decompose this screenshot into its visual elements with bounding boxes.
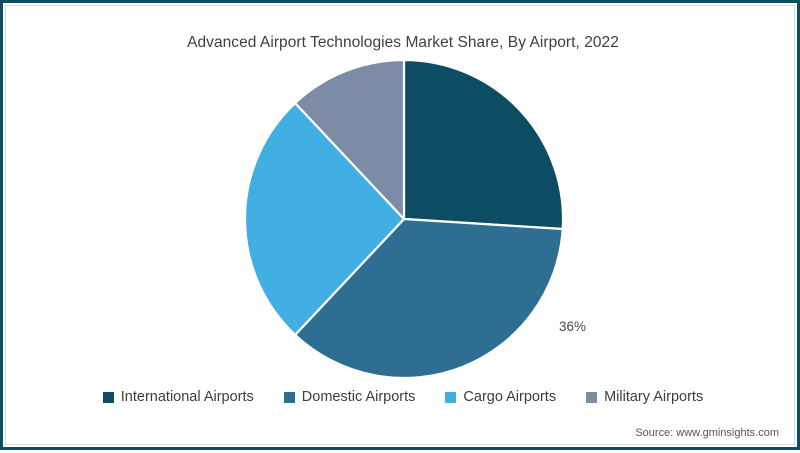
legend-label: Military Airports xyxy=(604,389,704,405)
legend-label: International Airports xyxy=(120,389,254,405)
legend-swatch-icon xyxy=(102,391,114,403)
legend-item-military-airports[interactable]: Military Airports xyxy=(586,389,703,405)
legend-swatch-icon xyxy=(283,391,295,403)
legend-swatch-icon xyxy=(445,391,457,403)
chart-title: Advanced Airport Technologies Market Sha… xyxy=(187,34,619,51)
legend-label: Cargo Airports xyxy=(463,389,557,405)
chart-legend: International Airports Domestic Airports… xyxy=(3,389,800,405)
pie-slice-value-label-domestic: 36% xyxy=(559,319,587,334)
legend-item-international-airports[interactable]: International Airports xyxy=(102,389,254,405)
inner-border xyxy=(5,5,795,445)
legend-label: Domestic Airports xyxy=(301,389,416,405)
legend-swatch-icon xyxy=(586,391,598,403)
legend-item-domestic-airports[interactable]: Domestic Airports xyxy=(283,389,416,405)
legend-item-cargo-airports[interactable]: Cargo Airports xyxy=(445,389,556,405)
source-note: Source: www.gminsights.com xyxy=(635,427,779,439)
